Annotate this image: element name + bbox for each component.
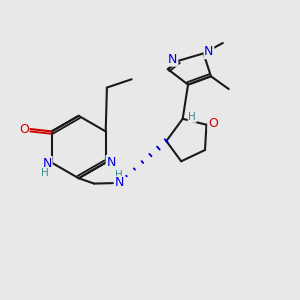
Text: H: H <box>188 112 196 122</box>
Text: H: H <box>41 168 49 178</box>
Text: O: O <box>208 117 218 130</box>
Text: N: N <box>43 157 52 170</box>
Text: N: N <box>114 176 124 190</box>
Text: N: N <box>168 53 178 66</box>
Text: N: N <box>204 45 214 58</box>
Text: N: N <box>106 155 116 169</box>
Text: H: H <box>115 170 123 180</box>
Text: O: O <box>19 122 28 136</box>
